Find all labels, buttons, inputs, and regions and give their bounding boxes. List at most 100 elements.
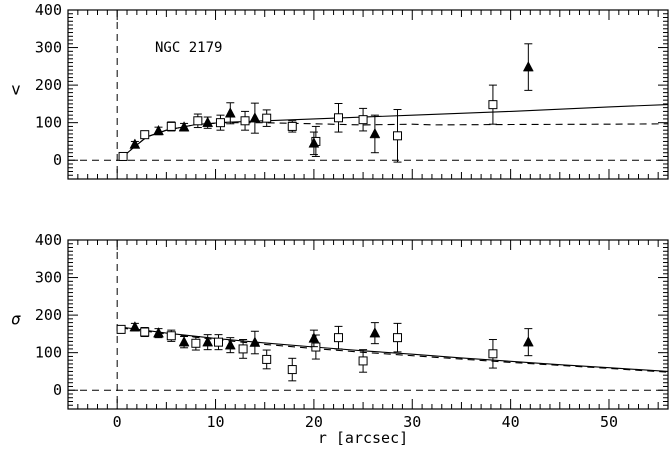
data-point [308, 329, 320, 348]
data-point [240, 110, 250, 131]
triangle-marker [224, 107, 236, 118]
square-marker [393, 131, 403, 141]
y-tick-label: 200 [35, 306, 62, 324]
square-marker [193, 116, 203, 126]
panel-velocity: 0 100 200 300 400 v NGC 2179 [11, 1, 669, 180]
data-point [153, 124, 164, 136]
square-marker [262, 354, 272, 364]
data-point [238, 339, 248, 359]
data-point [140, 130, 150, 140]
triangle-marker [249, 336, 261, 347]
data-point [369, 114, 381, 154]
data-point [249, 102, 261, 134]
data-point [262, 109, 272, 127]
data-point [333, 103, 343, 133]
square-marker [488, 349, 498, 359]
y-tick-label: 400 [35, 231, 62, 249]
x-tick-label: 20 [305, 413, 323, 431]
data-point [488, 84, 498, 125]
triangle-marker [522, 61, 534, 72]
data-point [193, 113, 203, 129]
y-axis-label: v [11, 80, 21, 99]
data-point [393, 322, 403, 353]
data-point [129, 321, 141, 332]
square-marker [140, 327, 150, 337]
x-tick-label: 0 [113, 413, 122, 431]
square-marker [287, 365, 297, 375]
square-marker [393, 333, 403, 343]
y-tick-label: 0 [53, 381, 62, 399]
triangle-marker [153, 124, 164, 136]
data-point [488, 339, 498, 369]
y-axis-label: σ [11, 310, 21, 329]
data-point [393, 109, 403, 163]
data-point [153, 327, 164, 339]
plot-frame [67, 9, 669, 180]
data-point [129, 138, 141, 149]
data-point [522, 43, 534, 91]
triangle-marker [202, 116, 214, 127]
y-tick-label: 400 [35, 1, 62, 19]
triangle-marker [153, 327, 164, 338]
data-point [118, 151, 128, 161]
triangle-marker [178, 336, 190, 347]
data-point [178, 336, 190, 349]
square-marker [215, 118, 225, 128]
data-point [224, 102, 236, 125]
x-tick-label: 30 [403, 413, 421, 431]
y-tick-label: 200 [35, 76, 62, 94]
square-marker [191, 338, 201, 348]
triangle-marker [224, 339, 236, 350]
data-point [215, 114, 225, 131]
y-tick-label: 100 [35, 344, 62, 362]
triangle-marker [129, 321, 141, 332]
square-marker [166, 331, 176, 341]
data-point [202, 334, 214, 351]
square-marker [358, 356, 368, 366]
data-point [369, 322, 381, 345]
data-point [178, 121, 190, 132]
data-point [213, 334, 223, 351]
square-marker [358, 115, 368, 125]
triangle-marker [522, 336, 534, 347]
x-tick-label: 50 [600, 413, 618, 431]
data-point [224, 337, 236, 354]
x-tick-label: 10 [207, 413, 225, 431]
triangle-marker [249, 112, 261, 123]
triangle-marker [202, 336, 214, 347]
data-point [191, 336, 201, 351]
square-marker [238, 344, 248, 354]
data-point [287, 120, 297, 133]
data-point [166, 329, 176, 342]
square-marker [333, 113, 343, 123]
y-tick-label: 300 [35, 39, 62, 57]
data-point [333, 325, 343, 350]
square-marker [488, 100, 498, 110]
x-axis-label: r [arcsec] [318, 429, 408, 447]
triangle-marker [178, 121, 190, 132]
triangle-marker [308, 332, 320, 343]
data-point [202, 116, 214, 129]
square-marker [287, 121, 297, 131]
square-marker [166, 121, 176, 131]
triangle-marker [129, 138, 141, 149]
y-tick-label: 300 [35, 269, 62, 287]
square-marker [213, 337, 223, 347]
y-tick-label: 0 [53, 151, 62, 169]
data-point [287, 357, 297, 382]
model-curve-dashed [120, 122, 669, 159]
data-point [140, 327, 150, 338]
panel-dispersion: 0 100 200 300 400 0 10 20 30 40 50 σ [11, 231, 669, 431]
square-marker [140, 130, 150, 140]
square-marker [240, 116, 250, 126]
triangle-marker [369, 327, 381, 338]
data-point [522, 328, 534, 357]
plot-frame [67, 239, 669, 410]
square-marker [262, 113, 272, 123]
x-tick-label: 40 [502, 413, 520, 431]
triangle-marker [369, 127, 381, 139]
galaxy-name-label: NGC 2179 [155, 40, 222, 56]
data-point [249, 330, 261, 355]
data-point [166, 121, 176, 132]
